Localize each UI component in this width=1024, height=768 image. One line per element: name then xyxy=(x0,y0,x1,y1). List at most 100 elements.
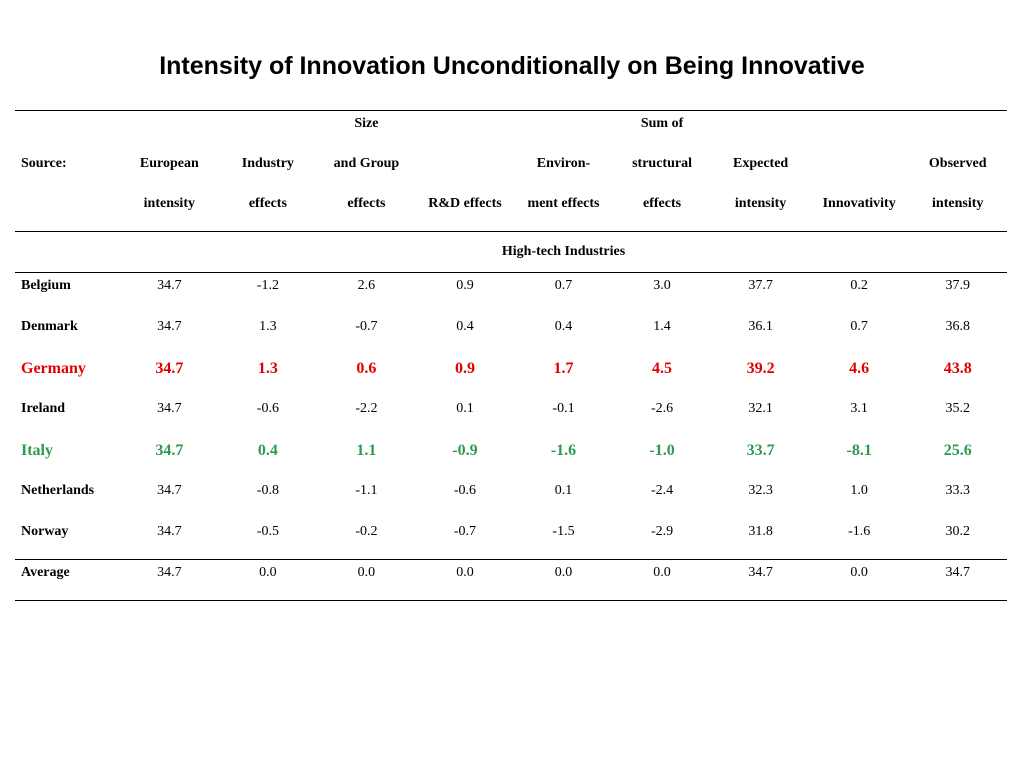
cell: 0.7 xyxy=(554,278,573,293)
header-line3: ment effects xyxy=(527,196,600,211)
cell: 2.6 xyxy=(357,278,376,293)
cell: -1.0 xyxy=(649,441,675,459)
row-name: Ireland xyxy=(21,400,66,416)
table-row-ireland: Ireland 34.7 -0.6 -2.2 0.1 -0.1 -2.6 32.… xyxy=(15,396,1007,437)
cell: -2.9 xyxy=(650,523,674,539)
cell: 0.1 xyxy=(456,400,474,416)
header-line3: R&D effects xyxy=(428,196,502,211)
cell: 1.1 xyxy=(356,441,377,459)
cell: 32.3 xyxy=(748,482,773,498)
header-col: Environ-ment effects xyxy=(514,111,613,232)
header-col: Innovativity xyxy=(810,111,909,232)
header-line2: Industry xyxy=(241,156,294,171)
cell: -0.7 xyxy=(355,318,378,334)
header-col: R&D effects xyxy=(416,111,515,232)
cell: 36.1 xyxy=(748,318,773,334)
table-row-belgium: Belgium 34.7 -1.2 2.6 0.9 0.7 3.0 37.7 0… xyxy=(15,273,1007,314)
cell: 1.3 xyxy=(259,318,277,334)
row-name: Netherlands xyxy=(21,482,95,498)
header-col: Size and Group effects xyxy=(317,111,416,232)
cell: -1.2 xyxy=(256,278,279,293)
cell: -0.9 xyxy=(452,441,478,459)
header-line2: structural xyxy=(632,156,692,171)
cell: -2.2 xyxy=(355,400,378,416)
cell: 1.4 xyxy=(653,318,671,334)
cell: 33.7 xyxy=(746,441,775,459)
cell: -1.6 xyxy=(550,441,577,459)
section-spacer xyxy=(15,231,121,273)
header-line3: intensity xyxy=(734,196,787,211)
cell: 32.1 xyxy=(748,400,773,416)
cell: 33.3 xyxy=(945,482,970,498)
cell: -0.2 xyxy=(355,523,378,539)
header-line1: Sum of xyxy=(640,116,684,131)
table-row-netherlands: Netherlands 34.7 -0.8 -1.1 -0.6 0.1 -2.4… xyxy=(15,478,1007,519)
table-row-norway: Norway 34.7 -0.5 -0.2 -0.7 -1.5 -2.9 31.… xyxy=(15,519,1007,560)
cell: -0.1 xyxy=(552,400,575,416)
table-row-italy: Italy 34.7 0.4 1.1 -0.9 -1.6 -1.0 33.7 -… xyxy=(15,437,1007,478)
section-label: High-tech Industries xyxy=(120,231,1007,273)
cell: 0.0 xyxy=(259,565,277,580)
cell: 0.0 xyxy=(554,565,573,580)
results-table: Source: European intensity Industry effect… xyxy=(15,110,1007,601)
cell: 31.8 xyxy=(748,523,773,539)
cell: 39.2 xyxy=(746,359,775,377)
table-row-denmark: Denmark 34.7 1.3 -0.7 0.4 0.4 1.4 36.1 0… xyxy=(15,314,1007,355)
cell: 35.2 xyxy=(945,400,970,416)
header-col: Expected intensity xyxy=(711,111,810,232)
cell: 34.7 xyxy=(157,400,182,416)
cell: -2.6 xyxy=(650,400,674,416)
header-col: Observed intensity xyxy=(908,111,1007,232)
cell: 34.7 xyxy=(157,565,182,580)
cell: 36.8 xyxy=(945,318,970,334)
cell: 1.3 xyxy=(257,359,278,377)
cell: 30.2 xyxy=(945,523,970,539)
header-line3: Innovativity xyxy=(822,196,896,211)
cell: -8.1 xyxy=(846,441,872,459)
cell: -2.4 xyxy=(650,482,674,498)
cell: -0.5 xyxy=(256,523,279,539)
header-line2: European xyxy=(139,156,199,171)
table-row-average: Average 34.7 0.0 0.0 0.0 0.0 0.0 34.7 0.… xyxy=(15,559,1007,601)
row-name: Belgium xyxy=(21,278,71,293)
header-line1: Size xyxy=(354,116,379,131)
header-line2: Observed xyxy=(928,156,987,171)
cell: 25.6 xyxy=(943,441,972,459)
cell: 34.7 xyxy=(155,441,184,459)
cell: 34.7 xyxy=(157,318,182,334)
header-line2: Environ- xyxy=(536,156,591,171)
section-row: High-tech Industries xyxy=(15,231,1007,273)
cell: 1.0 xyxy=(850,482,868,498)
cell: 0.0 xyxy=(357,565,376,580)
cell: -1.6 xyxy=(848,523,871,539)
cell: -0.6 xyxy=(256,400,279,416)
header-line3: intensity xyxy=(932,196,984,211)
cell: -0.8 xyxy=(256,482,279,498)
header-col: Sum of structural effects xyxy=(613,111,712,232)
cell: -1.5 xyxy=(552,523,575,539)
cell: 0.0 xyxy=(456,565,474,580)
row-name: Italy xyxy=(21,441,53,459)
cell: 0.4 xyxy=(554,318,573,334)
cell: 4.5 xyxy=(652,359,673,377)
header-line2: Expected xyxy=(732,156,789,171)
cell: 3.1 xyxy=(850,400,868,416)
header-line3: effects xyxy=(248,196,287,211)
cell: 34.7 xyxy=(748,565,773,580)
cell: 34.7 xyxy=(155,359,184,377)
row-name: Norway xyxy=(21,523,69,539)
cell: 0.2 xyxy=(850,278,868,293)
cell: 0.4 xyxy=(456,318,474,334)
header-col: European intensity xyxy=(120,111,219,232)
cell: 34.7 xyxy=(157,482,182,498)
header-col: Industry effects xyxy=(219,111,318,232)
header-line3: effects xyxy=(347,196,386,211)
cell: 0.9 xyxy=(456,278,474,293)
header-source: Source: xyxy=(15,111,120,232)
cell: 0.1 xyxy=(554,482,573,498)
row-name: Germany xyxy=(21,359,86,377)
cell: 37.7 xyxy=(748,278,773,293)
header-line3: effects xyxy=(643,196,682,211)
cell: 34.7 xyxy=(157,523,182,539)
cell: 37.9 xyxy=(945,278,970,293)
